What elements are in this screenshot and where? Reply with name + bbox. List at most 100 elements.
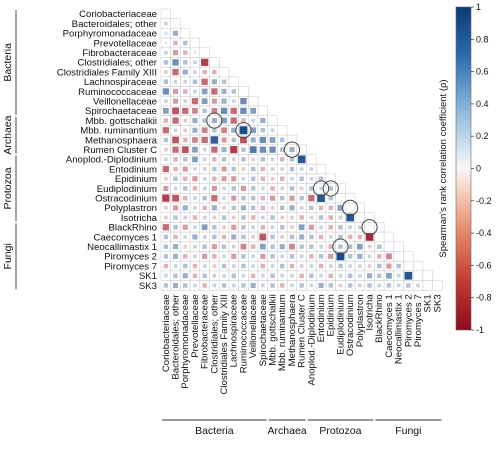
heatmap-cell-frame (248, 96, 259, 107)
heatmap-cell (366, 273, 373, 279)
heatmap-cell (250, 137, 256, 143)
significance-circle (342, 199, 359, 216)
heatmap-cell (358, 273, 362, 278)
heatmap-cell (290, 176, 294, 181)
heatmap-cell (212, 128, 217, 133)
heatmap-cell (231, 166, 236, 172)
heatmap-cell (309, 244, 314, 249)
row-label-mbb-ruminantium: Mbb. ruminantium (80, 126, 157, 137)
heatmap-cell (241, 157, 246, 162)
heatmap-cell (309, 186, 314, 191)
col-label-fibrobacteraceae: Fibrobacteraceae (200, 294, 211, 369)
heatmap-cell (164, 99, 168, 103)
heatmap-cell (239, 126, 248, 135)
heatmap-cell (347, 283, 353, 288)
col-group-bacteria: Bacteria (195, 425, 234, 437)
heatmap-cell-frame (422, 280, 433, 291)
heatmap-cell (202, 244, 207, 249)
heatmap-cell (231, 137, 236, 143)
row-label-eudiplodinium: Eudiplodinium (97, 184, 157, 195)
heatmap-cell (260, 176, 266, 181)
heatmap-cell (182, 224, 188, 230)
heatmap-cell (347, 244, 353, 249)
heatmap-cell (211, 185, 217, 192)
heatmap-cell (318, 254, 324, 259)
heatmap-cell (183, 263, 188, 269)
heatmap-cell (212, 234, 217, 240)
heatmap-cell (201, 88, 208, 95)
heatmap-cell (202, 147, 207, 152)
heatmap-cell (231, 205, 236, 211)
heatmap-cell (163, 137, 169, 143)
row-label-bacteroidales-other: Bacteroidales; other (72, 19, 158, 30)
heatmap-cell (222, 186, 226, 191)
heatmap-cell (377, 283, 382, 288)
heatmap-cell (220, 107, 228, 114)
heatmap-cell (290, 215, 294, 220)
heatmap-cell (319, 244, 323, 249)
heatmap-cell (299, 167, 304, 171)
heatmap-cell (201, 136, 208, 144)
heatmap-cell (162, 107, 169, 114)
heatmap-cell (172, 244, 179, 250)
heatmap-cell (193, 51, 197, 54)
heatmap-cell (173, 186, 178, 191)
heatmap-cell (202, 157, 207, 162)
heatmap-cell (230, 107, 237, 114)
heatmap-cell (309, 176, 314, 181)
heatmap-cell (241, 263, 246, 269)
heatmap-cell (202, 118, 207, 123)
heatmap-cell (328, 273, 333, 278)
heatmap-cell (211, 88, 218, 95)
heatmap-cell (192, 176, 198, 182)
heatmap-cell (250, 166, 256, 172)
heatmap-cell (328, 225, 333, 230)
heatmap-cell (290, 225, 294, 230)
heatmap-cell (280, 167, 285, 171)
heatmap-cell (404, 271, 413, 280)
heatmap-cell-frame (403, 251, 414, 262)
heatmap-cell (269, 137, 276, 143)
col-label-anoplod-diplodinium: Anoplod.-Diplodinium (306, 294, 317, 385)
heatmap-cell-frame (383, 241, 395, 252)
heatmap-cell (367, 244, 372, 249)
heatmap-cell (241, 234, 246, 240)
heatmap-cell (297, 155, 306, 164)
heatmap-cell (260, 166, 266, 172)
heatmap-cell (357, 253, 363, 259)
heatmap-cell (270, 273, 275, 278)
col-label-mbb-gottschalkii: Mbb. gottschalkii (268, 294, 279, 365)
heatmap-cell (328, 283, 333, 288)
heatmap-cell (280, 235, 285, 239)
heatmap-cell (280, 137, 285, 143)
heatmap-cell (299, 234, 305, 240)
heatmap-cell-frame (432, 280, 443, 291)
heatmap-cell (231, 224, 237, 230)
heatmap-cell (182, 205, 188, 211)
heatmap-cell (163, 185, 169, 192)
colorbar-tick-label: 1 (476, 2, 481, 12)
heatmap-cell (211, 107, 218, 114)
heatmap-cell (202, 108, 207, 114)
heatmap-cells (160, 8, 443, 291)
heatmap-cell (270, 244, 275, 249)
heatmap-cell (191, 98, 199, 105)
heatmap-cell (347, 234, 353, 240)
heatmap-cell-frame (267, 115, 278, 126)
heatmap-cell (164, 41, 168, 45)
heatmap-cell-frame (199, 47, 210, 58)
heatmap-cell (240, 243, 247, 250)
heatmap-cell (308, 224, 314, 230)
heatmap-cell (289, 186, 295, 191)
colorbar-title: Spearman's rank correlation coefficient … (438, 79, 449, 257)
heatmap-cell (202, 264, 207, 268)
heatmap-cell (231, 99, 236, 103)
heatmap-cell (164, 157, 168, 162)
heatmap-cell (183, 118, 188, 123)
heatmap-cell-frame (412, 260, 424, 272)
heatmap-cell (183, 99, 188, 103)
heatmap-cell (260, 195, 266, 201)
heatmap-cell-frame (403, 260, 414, 272)
heatmap-cell (181, 146, 189, 154)
heatmap-cell (280, 273, 285, 278)
